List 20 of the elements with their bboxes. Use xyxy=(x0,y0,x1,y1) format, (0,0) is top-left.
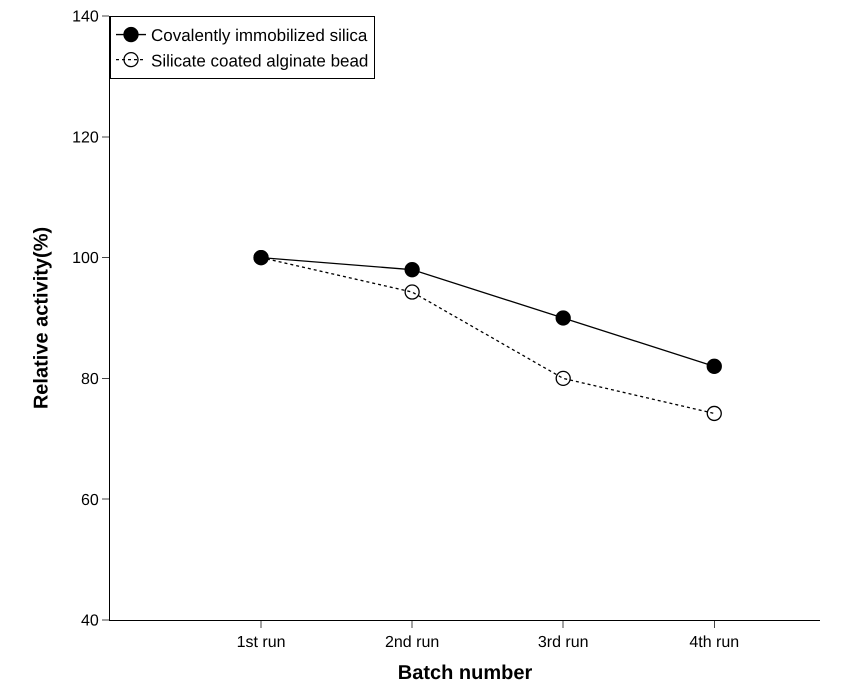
point xyxy=(404,284,420,300)
y-tick-label: 140 xyxy=(72,8,99,26)
point xyxy=(556,370,571,386)
legend-label: Covalently immobilized silica xyxy=(151,26,368,46)
x-tick-label: 3rd run xyxy=(538,634,589,652)
y-tick-label: 40 xyxy=(81,612,99,630)
x-tick-label: 2nd run xyxy=(384,634,440,652)
point xyxy=(706,406,722,422)
y-tick-label: 80 xyxy=(81,371,99,388)
x-axis-title: Batch number xyxy=(398,662,532,684)
point xyxy=(404,262,420,278)
point xyxy=(556,310,571,326)
y-tick-label: 100 xyxy=(72,250,99,268)
y-axis-title: Relative activity(%) xyxy=(30,226,53,410)
x-tick-label: 1st run xyxy=(236,634,286,652)
point xyxy=(706,358,722,374)
x-tick-label: 4th run xyxy=(689,634,740,652)
y-tick-label: 120 xyxy=(72,129,99,146)
legend-label: Silicate coated alginate bead xyxy=(151,51,368,70)
y-tick-label: 60 xyxy=(81,492,99,509)
